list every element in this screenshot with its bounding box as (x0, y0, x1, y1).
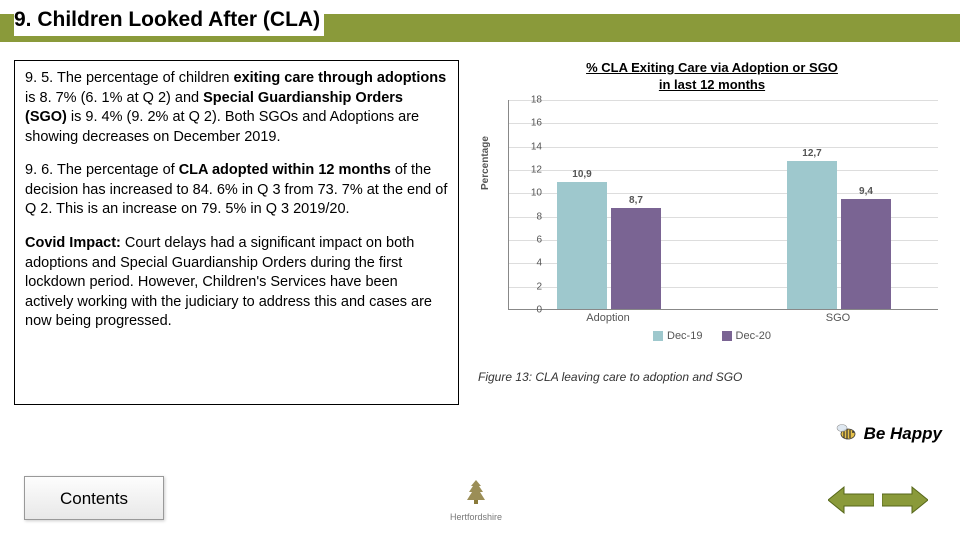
narrative-text-box: 9. 5. The percentage of children exiting… (14, 60, 459, 405)
y-tick-label: 16 (520, 118, 542, 129)
contents-button[interactable]: Contents (24, 476, 164, 520)
legend-label: Dec-20 (736, 330, 771, 342)
be-happy-label: Be Happy (832, 422, 942, 447)
y-tick-label: 2 (520, 281, 542, 292)
legend-item-dec20: Dec-20 (722, 330, 771, 342)
x-category-label: Adoption (556, 312, 660, 324)
hertfordshire-logo: Hertfordshire (450, 476, 502, 522)
prev-arrow-button[interactable] (828, 485, 874, 515)
text: 9. 5. The percentage of children (25, 70, 234, 86)
y-tick-label: 18 (520, 95, 542, 106)
text: is 8. 7% (6. 1% at Q 2) and (25, 90, 203, 106)
y-tick-label: 4 (520, 258, 542, 269)
y-tick-label: 14 (520, 141, 542, 152)
x-category-label: SGO (786, 312, 890, 324)
bar-value-label: 8,7 (611, 195, 661, 206)
chart-title-line2: in last 12 months (659, 77, 765, 92)
y-tick-label: 10 (520, 188, 542, 199)
chart-legend: Dec-19 Dec-20 (478, 330, 946, 342)
text: 9. 6. The percentage of (25, 162, 179, 178)
chart-title-line1: % CLA Exiting Care via Adoption or SGO (586, 60, 838, 75)
grid-line (509, 147, 938, 148)
bar: 8,7 (611, 208, 661, 310)
page-title: 9. Children Looked After (CLA) (14, 8, 324, 36)
legend-swatch (653, 331, 663, 341)
paragraph-9-6: 9. 6. The percentage of CLA adopted with… (25, 161, 448, 220)
chart-plot-area: 10,98,712,79,4 (508, 100, 938, 310)
bar: 9,4 (841, 199, 891, 309)
text-bold: CLA adopted within 12 months (179, 162, 391, 178)
bar-value-label: 9,4 (841, 186, 891, 197)
y-tick-label: 6 (520, 235, 542, 246)
legend-label: Dec-19 (667, 330, 702, 342)
y-tick-label: 8 (520, 211, 542, 222)
legend-swatch (722, 331, 732, 341)
bar-value-label: 12,7 (787, 148, 837, 159)
y-tick-label: 0 (520, 305, 542, 316)
next-arrow-button[interactable] (882, 485, 928, 515)
be-happy-text: Be Happy (864, 424, 942, 443)
text-bold: exiting care through adoptions (234, 70, 447, 86)
grid-line (509, 123, 938, 124)
figure-caption: Figure 13: CLA leaving care to adoption … (478, 370, 742, 384)
paragraph-9-5: 9. 5. The percentage of children exiting… (25, 69, 448, 147)
legend-item-dec19: Dec-19 (653, 330, 702, 342)
bar: 12,7 (787, 161, 837, 309)
bar-chart: % CLA Exiting Care via Adoption or SGO i… (478, 60, 946, 350)
bee-icon (832, 422, 858, 447)
chart-title: % CLA Exiting Care via Adoption or SGO i… (478, 60, 946, 94)
grid-line (509, 100, 938, 101)
bar: 10,9 (557, 182, 607, 309)
logo-text: Hertfordshire (450, 512, 502, 522)
text-bold: Covid Impact: (25, 235, 121, 251)
text: is 9. 4% (9. 2% at Q 2). Both SGOs and A… (25, 109, 419, 145)
nav-arrows (826, 485, 930, 520)
y-axis-label: Percentage (480, 136, 491, 190)
bar-value-label: 10,9 (557, 169, 607, 180)
paragraph-covid: Covid Impact: Court delays had a signifi… (25, 234, 448, 332)
y-tick-label: 12 (520, 165, 542, 176)
